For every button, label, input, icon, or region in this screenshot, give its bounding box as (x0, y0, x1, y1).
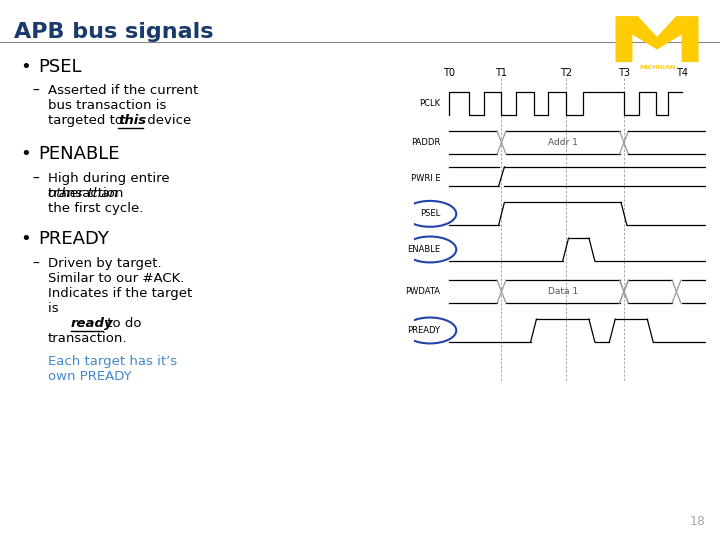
Text: PWRI E: PWRI E (410, 174, 440, 183)
Text: APB bus signals: APB bus signals (14, 22, 214, 42)
Text: –: – (32, 172, 39, 186)
Text: PREADY: PREADY (38, 230, 109, 248)
Text: PSEL: PSEL (420, 210, 440, 218)
Text: •: • (20, 230, 31, 248)
Text: other than: other than (48, 187, 118, 200)
Text: High during entire
transaction: High during entire transaction (48, 172, 170, 200)
Text: ready: ready (71, 317, 114, 330)
Text: •: • (20, 145, 31, 163)
Text: PENABLE: PENABLE (38, 145, 120, 163)
Text: transaction.: transaction. (48, 332, 127, 345)
Text: Asserted if the current
bus transaction is
targeted to: Asserted if the current bus transaction … (48, 84, 198, 127)
Text: PCLK: PCLK (419, 99, 440, 108)
Text: Each target has it’s
own PREADY: Each target has it’s own PREADY (48, 355, 177, 383)
Text: PWDATA: PWDATA (405, 287, 440, 296)
Text: to do: to do (103, 317, 142, 330)
Text: T3: T3 (618, 68, 630, 78)
Text: MICHIGAN: MICHIGAN (639, 65, 675, 70)
Text: Driven by target.
Similar to our #ACK.
Indicates if the target
is: Driven by target. Similar to our #ACK. I… (48, 257, 192, 315)
Text: this: this (118, 114, 146, 127)
Text: Addr 1: Addr 1 (548, 138, 577, 147)
Polygon shape (616, 17, 698, 62)
Text: PSEL: PSEL (38, 58, 81, 76)
Text: 18: 18 (690, 515, 706, 528)
Text: the first cycle.: the first cycle. (48, 202, 143, 215)
Text: Data 1: Data 1 (548, 287, 577, 296)
Text: ENABLE: ENABLE (407, 245, 440, 254)
Text: PREADY: PREADY (408, 326, 440, 335)
Text: T2: T2 (559, 68, 572, 78)
Text: T1: T1 (495, 68, 508, 78)
Text: T4: T4 (676, 68, 688, 78)
Text: –: – (32, 257, 39, 271)
Text: device: device (143, 114, 192, 127)
Text: •: • (20, 58, 31, 76)
Text: T0: T0 (443, 68, 455, 78)
Text: PADDR: PADDR (411, 138, 440, 147)
Text: –: – (32, 84, 39, 98)
